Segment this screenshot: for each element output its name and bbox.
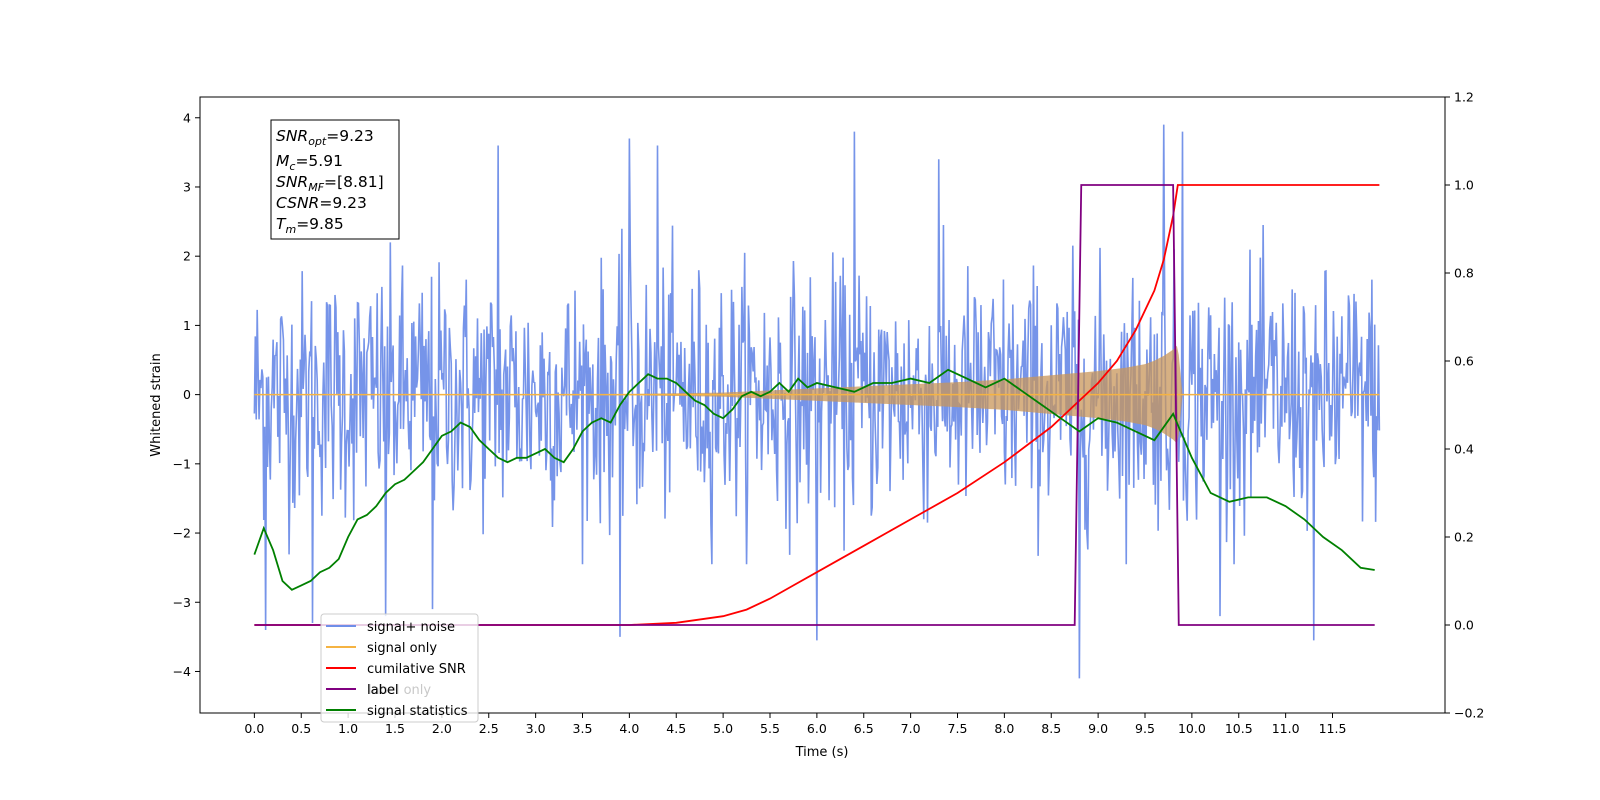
legend-label-cumulative-snr: cumilative SNR bbox=[367, 662, 466, 677]
y-tick-label: 4 bbox=[183, 110, 191, 125]
y-axis-label: Whitened strain bbox=[149, 353, 164, 456]
y2-tick-label: 0.2 bbox=[1454, 530, 1474, 545]
x-tick-label: 7.5 bbox=[948, 721, 968, 736]
x-axis: 0.0 0.5 1.0 1.5 2.0 2.5 3.0 3.5 4.0 4.5 5.0 5.5 6.0 6… bbox=[244, 713, 1346, 736]
annotation-line-csnr: CSNR=9.23 bbox=[276, 194, 367, 212]
legend-label-signal-only: signal only bbox=[367, 641, 437, 656]
x-tick-label: 10.0 bbox=[1178, 721, 1206, 736]
x-tick-label: 1.5 bbox=[385, 721, 405, 736]
y-tick-label: −4 bbox=[173, 664, 191, 679]
plot-area bbox=[253, 124, 1381, 679]
x-tick-label: 3.0 bbox=[526, 721, 546, 736]
x-tick-label: 10.5 bbox=[1225, 721, 1253, 736]
y-axis-left: 4 3 2 1 0 −1 −2 −3 −4 bbox=[173, 110, 200, 679]
y-tick-label: −2 bbox=[173, 526, 191, 541]
y2-tick-label: 0.4 bbox=[1454, 442, 1474, 457]
plot-frame bbox=[199, 96, 1446, 714]
signal-noise-series-line bbox=[253, 124, 1381, 679]
x-tick-label: 5.0 bbox=[713, 721, 733, 736]
signal-statistics-series-line bbox=[253, 368, 1375, 591]
annotation-line-chirp-mass: Mc=5.91 bbox=[276, 152, 343, 173]
annotation-line-merger-time: Tm=9.85 bbox=[276, 215, 344, 236]
x-tick-label: 3.5 bbox=[573, 721, 593, 736]
x-tick-label: 5.5 bbox=[760, 721, 780, 736]
x-tick-label: 4.0 bbox=[619, 721, 639, 736]
y-tick-label: 1 bbox=[183, 318, 191, 333]
x-tick-label: 8.5 bbox=[1041, 721, 1061, 736]
x-tick-label: 7.0 bbox=[901, 721, 921, 736]
legend-entry-label: label bbox=[326, 683, 398, 698]
y2-tick-label: 0.6 bbox=[1454, 354, 1474, 369]
legend-label-label: label bbox=[367, 683, 398, 698]
y2-tick-label: 1.0 bbox=[1454, 178, 1474, 193]
x-tick-label: 8.0 bbox=[994, 721, 1014, 736]
y2-tick-label: 1.2 bbox=[1454, 90, 1474, 105]
x-tick-label: 0.5 bbox=[291, 721, 311, 736]
annotation-frame bbox=[270, 119, 400, 240]
y2-tick-label: −0.2 bbox=[1454, 706, 1484, 721]
x-tick-label: 9.5 bbox=[1135, 721, 1155, 736]
label-series-line bbox=[254, 184, 1375, 626]
legend: label only signal+ noise signal only cum… bbox=[320, 613, 479, 723]
annotation-line-snr-opt: SNRopt=9.23 bbox=[276, 127, 374, 148]
legend-frame bbox=[320, 613, 479, 723]
x-tick-label: 0.0 bbox=[244, 721, 264, 736]
y-tick-label: −3 bbox=[173, 595, 191, 610]
cumulative-snr-series-line bbox=[254, 184, 1380, 626]
legend-label-signal-statistics: signal statistics bbox=[367, 704, 468, 719]
x-tick-label: 2.5 bbox=[479, 721, 499, 736]
x-tick-label: 6.5 bbox=[854, 721, 874, 736]
legend-entry-signal-only: signal only bbox=[326, 641, 437, 656]
y-tick-label: 0 bbox=[183, 387, 191, 402]
y2-tick-label: 0.8 bbox=[1454, 266, 1474, 281]
y-tick-label: 3 bbox=[183, 179, 191, 194]
annotation-line-snr-mf: SNRMF=[8.81] bbox=[276, 173, 384, 194]
x-tick-label: 2.0 bbox=[432, 721, 452, 736]
y-axis-right: 1.2 1.0 0.8 0.6 0.4 0.2 0.0 −0.2 bbox=[1445, 90, 1484, 721]
x-tick-label: 4.5 bbox=[666, 721, 686, 736]
x-tick-label: 11.5 bbox=[1319, 721, 1347, 736]
x-tick-label: 6.0 bbox=[807, 721, 827, 736]
x-tick-label: 11.0 bbox=[1272, 721, 1300, 736]
legend-entry-signal-noise: signal+ noise bbox=[326, 620, 455, 635]
legend-label-signal-noise: signal+ noise bbox=[367, 620, 455, 635]
y-tick-label: −1 bbox=[173, 456, 191, 471]
legend-entry-cumulative-snr: cumilative SNR bbox=[326, 662, 466, 677]
y2-tick-label: 0.0 bbox=[1454, 618, 1474, 633]
annotation-box: SNRopt=9.23 Mc=5.91 SNRMF=[8.81] CSNR=9.… bbox=[270, 119, 400, 240]
legend-entry-signal-statistics: signal statistics bbox=[326, 704, 468, 719]
x-tick-label: 1.0 bbox=[338, 721, 358, 736]
legend-hidden-text: label only bbox=[368, 683, 431, 698]
x-axis-label: Time (s) bbox=[795, 745, 849, 760]
y-tick-label: 2 bbox=[183, 249, 191, 264]
x-tick-label: 9.0 bbox=[1088, 721, 1108, 736]
